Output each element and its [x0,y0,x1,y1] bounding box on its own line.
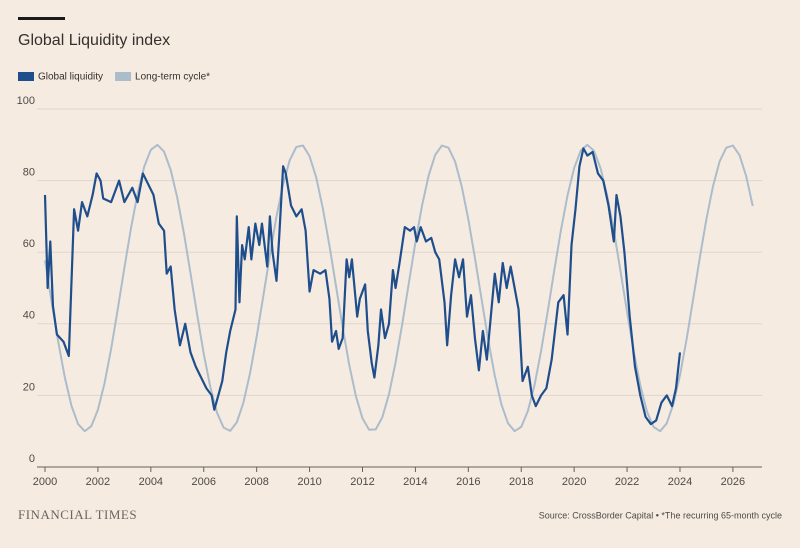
x-tick-label: 2012 [350,476,374,488]
x-tick-label: 2006 [192,476,216,488]
series-line [43,147,682,426]
legend: Global liquidity Long-term cycle* [18,72,210,83]
x-tick-label: 2010 [297,476,321,488]
y-tick-label: 20 [23,381,35,393]
legend-label: Long-term cycle* [135,72,210,83]
source: Source: CrossBorder Capital • *The recur… [539,510,782,520]
y-tick-label: 80 [23,167,35,179]
x-tick-label: 2002 [86,476,110,488]
x-tick-label: 2004 [139,476,163,488]
x-tick-label: 2018 [509,476,533,488]
x-tick-label: 2020 [562,476,586,488]
x-tick-label: 2026 [721,476,745,488]
x-tick-label: 2014 [403,476,427,488]
brand: FINANCIAL TIMES [18,507,137,522]
x-tick-label: 2022 [615,476,639,488]
legend-label: Global liquidity [38,72,103,83]
title-bar [18,17,65,20]
y-tick-label: 60 [23,238,35,250]
y-tick-label: 40 [23,310,35,322]
legend-swatch [115,72,132,81]
x-tick-label: 2016 [456,476,480,488]
x-tick-label: 2008 [244,476,268,488]
x-tick-label: 2000 [33,476,57,488]
legend-swatch [18,72,34,81]
x-tick-label: 2024 [668,476,692,488]
y-tick-label: 100 [17,95,35,107]
chart-title: Global Liquidity index [18,32,170,49]
y-tick-label: 0 [29,453,35,465]
plot-area: 0 20 40 60 80 100 2000 2002 2004 2006 2008 2010 2012… [17,95,762,488]
